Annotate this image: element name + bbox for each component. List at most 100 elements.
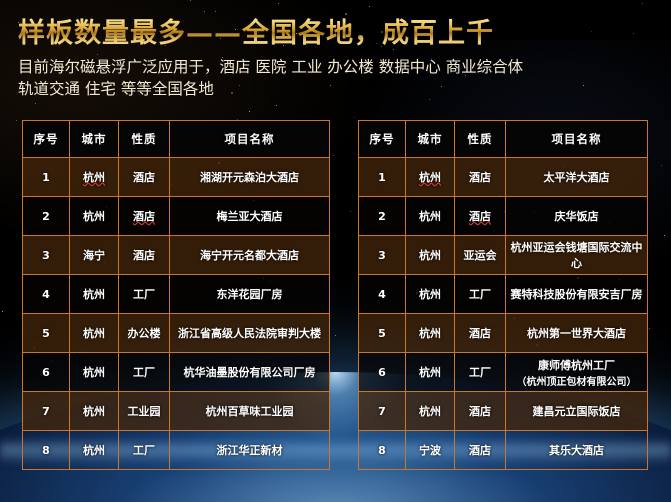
star bbox=[220, 37, 222, 39]
star bbox=[392, 48, 394, 50]
table-row: 4 杭州 工厂 东洋花园厂房 bbox=[22, 274, 330, 314]
table-row: 3 海宁 酒店 海宁开元名都大酒店 bbox=[22, 235, 330, 275]
cell-no: 8 bbox=[22, 430, 70, 470]
cell-no: 2 bbox=[22, 196, 70, 236]
star bbox=[238, 85, 240, 87]
star bbox=[190, 0, 192, 1]
cell-city: 杭州 bbox=[405, 313, 455, 353]
star bbox=[231, 91, 234, 94]
cell-project-name: 康师傅杭州工厂 （杭州顶正包材有限公司） bbox=[505, 352, 648, 392]
star bbox=[583, 85, 585, 87]
star bbox=[295, 33, 297, 35]
star bbox=[66, 32, 68, 34]
cell-no: 8 bbox=[358, 430, 406, 470]
cell-type: 工厂 bbox=[118, 430, 170, 470]
column-header-no: 序号 bbox=[358, 120, 406, 158]
cell-type: 酒店 bbox=[118, 235, 170, 275]
cell-no: 2 bbox=[358, 196, 406, 236]
cell-project-name: 海宁开元名都大酒店 bbox=[169, 235, 330, 275]
star bbox=[441, 86, 443, 88]
cell-no: 7 bbox=[22, 391, 70, 431]
star bbox=[34, 103, 36, 105]
star bbox=[333, 155, 335, 157]
cell-type: 酒店 bbox=[454, 196, 506, 236]
cell-no: 4 bbox=[22, 274, 70, 314]
cell-project-name: 庆华饭店 bbox=[505, 196, 648, 236]
star bbox=[428, 99, 430, 101]
spellcheck-underline: 酒店 bbox=[133, 210, 155, 223]
table-header-left: 序号 城市 性质 项目名称 bbox=[22, 120, 330, 158]
cell-project-name: 建昌元立国际饭店 bbox=[505, 391, 648, 431]
table-row: 4 杭州 工厂 赛特科技股份有限安吉厂房 bbox=[358, 274, 648, 314]
table-row: 5 杭州 酒店 杭州第一世界大酒店 bbox=[358, 313, 648, 353]
star bbox=[221, 56, 223, 58]
cell-type: 工厂 bbox=[454, 274, 506, 314]
cell-city: 杭州 bbox=[405, 274, 455, 314]
cell-no: 6 bbox=[358, 352, 406, 392]
cell-type: 酒店 bbox=[454, 430, 506, 470]
cell-city: 杭州 bbox=[69, 274, 119, 314]
cell-city: 杭州 bbox=[405, 157, 455, 197]
cell-no: 3 bbox=[22, 235, 70, 275]
column-header-type: 性质 bbox=[118, 120, 170, 158]
table-body-left: 1 杭州 酒店 湘湖开元森泊大酒店 2 杭州 酒店 梅兰亚大酒店 3 海宁 酒店 海宁开元名都大酒店 4… bbox=[22, 157, 330, 470]
star bbox=[275, 105, 277, 107]
table-row: 8 宁波 酒店 其乐大酒店 bbox=[358, 430, 648, 470]
star bbox=[641, 2, 643, 4]
cell-type: 办公楼 bbox=[118, 313, 170, 353]
star bbox=[591, 30, 593, 32]
star bbox=[204, 10, 205, 12]
star bbox=[96, 54, 98, 56]
cell-no: 4 bbox=[358, 274, 406, 314]
cell-project-name: 太平洋大酒店 bbox=[505, 157, 648, 197]
star bbox=[214, 10, 216, 12]
column-header-city: 城市 bbox=[69, 120, 119, 158]
cell-no: 1 bbox=[22, 157, 70, 197]
table-header-row: 序号 城市 性质 项目名称 bbox=[22, 120, 330, 158]
star bbox=[234, 29, 236, 31]
star bbox=[648, 327, 650, 329]
star bbox=[91, 60, 93, 62]
star bbox=[236, 118, 238, 120]
slide-title: 样板数量最多——全国各地，成百上千 bbox=[18, 11, 494, 50]
star bbox=[339, 29, 341, 31]
star bbox=[465, 74, 467, 76]
cell-type: 工厂 bbox=[118, 274, 170, 314]
projects-table-left: 序号 城市 性质 项目名称 1 杭州 酒店 湘湖开元森泊大酒店 2 杭州 酒店 梅兰亚大酒店 3… bbox=[22, 120, 330, 470]
star bbox=[257, 32, 259, 34]
star bbox=[164, 45, 166, 47]
spellcheck-underline: 酒店 bbox=[469, 210, 491, 223]
cell-city: 杭州 bbox=[405, 196, 455, 236]
star bbox=[354, 116, 356, 118]
cell-project-name: 杭州亚运会钱塘国际交流中心 bbox=[505, 235, 648, 275]
cell-city: 杭州 bbox=[69, 196, 119, 236]
cell-type: 亚运会 bbox=[454, 235, 506, 275]
cell-city: 海宁 bbox=[69, 235, 119, 275]
star bbox=[632, 33, 634, 35]
star bbox=[278, 3, 280, 5]
cell-city: 杭州 bbox=[69, 157, 119, 197]
table-row: 7 杭州 工业园 杭州百草味工业园 bbox=[22, 391, 330, 431]
table-row: 8 杭州 工厂 浙江华正新材 bbox=[22, 430, 330, 470]
cell-project-name: 其乐大酒店 bbox=[505, 430, 648, 470]
cell-no: 5 bbox=[22, 313, 70, 353]
cell-city: 杭州 bbox=[69, 313, 119, 353]
star bbox=[1, 311, 3, 313]
column-header-type: 性质 bbox=[454, 120, 506, 158]
cell-no: 1 bbox=[358, 157, 406, 197]
cell-project-name: 浙江华正新材 bbox=[169, 430, 330, 470]
cell-no: 6 bbox=[22, 352, 70, 392]
star bbox=[661, 164, 663, 166]
cell-no: 5 bbox=[358, 313, 406, 353]
star bbox=[16, 119, 18, 121]
table-row: 1 杭州 酒店 太平洋大酒店 bbox=[358, 157, 648, 197]
table-header-row: 序号 城市 性质 项目名称 bbox=[358, 120, 648, 158]
column-header-city: 城市 bbox=[405, 120, 455, 158]
star bbox=[381, 31, 384, 34]
star bbox=[423, 33, 425, 35]
cell-project-name: 杭州第一世界大酒店 bbox=[505, 313, 648, 353]
table-row: 3 杭州 亚运会 杭州亚运会钱塘国际交流中心 bbox=[358, 235, 648, 275]
cell-city: 杭州 bbox=[69, 430, 119, 470]
table-row: 2 杭州 酒店 庆华饭店 bbox=[358, 196, 648, 236]
